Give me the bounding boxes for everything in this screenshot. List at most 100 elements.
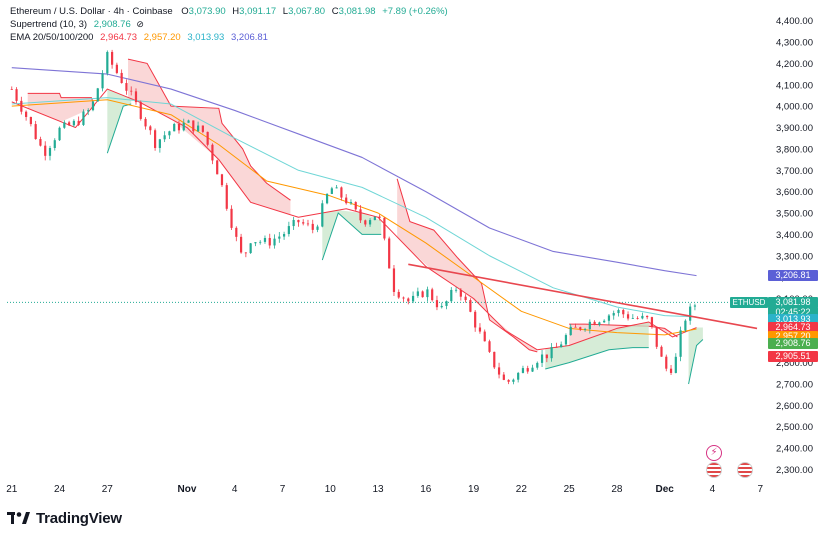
y-tick-label: 4,400.00 [776, 16, 813, 27]
candle-body [115, 64, 118, 73]
candle-body [273, 238, 276, 246]
candle [488, 339, 491, 354]
tradingview-logo-icon [7, 512, 30, 524]
candle-body [497, 367, 501, 375]
candle [63, 120, 66, 129]
price-tag: 3,081.98 [768, 296, 818, 308]
candle-body [211, 144, 214, 161]
candle-body [101, 73, 104, 89]
supertrend-up-0-fill [107, 89, 132, 154]
candle-body [268, 237, 271, 246]
price-tag: 3,206.81 [768, 270, 818, 282]
candle [397, 289, 400, 299]
ema20-value: 2,964.73 [100, 32, 138, 43]
x-tick-label: 16 [420, 484, 432, 495]
candle [464, 294, 467, 303]
candle-body [445, 301, 448, 306]
candle-body [359, 209, 362, 221]
candle-body [125, 83, 128, 91]
candle-body [282, 234, 286, 237]
candle-body [302, 222, 305, 224]
candle [134, 88, 138, 105]
candle-body [550, 347, 553, 359]
candle [225, 182, 228, 211]
candle-body [679, 330, 682, 357]
candle [325, 193, 329, 205]
candle-body [364, 220, 367, 225]
candle [263, 235, 267, 244]
x-tick-label: 27 [102, 484, 114, 495]
supertrend-up-3-line [688, 339, 704, 385]
y-tick-label: 2,300.00 [776, 465, 813, 476]
candle [689, 303, 692, 325]
candle [182, 118, 185, 132]
candle [435, 295, 439, 311]
candle-body [20, 100, 23, 112]
candle-body [426, 289, 429, 298]
candle [679, 326, 682, 362]
candle-body [216, 160, 219, 175]
y-tick-label: 3,700.00 [776, 166, 813, 177]
candle-body [10, 89, 13, 90]
candle [230, 205, 233, 231]
candle-body [230, 208, 233, 228]
visibility-icon[interactable]: ⊘ [136, 19, 144, 29]
candle-body [526, 368, 529, 372]
candle [474, 310, 477, 332]
candle-body [321, 203, 324, 227]
candle [239, 233, 243, 254]
symbol-price-tag: ETHUSD [730, 296, 768, 308]
ema-line-ema200 [11, 67, 697, 277]
x-tick-label: Nov [177, 484, 196, 495]
candle [612, 310, 615, 320]
y-tick-label: 4,100.00 [776, 80, 813, 91]
us-flag-event-icon[interactable] [706, 462, 722, 478]
price-change: +7.89 (+0.26%) [382, 6, 448, 17]
candle [354, 201, 357, 211]
candle [58, 126, 61, 141]
candle [493, 351, 496, 370]
candle-body [431, 289, 434, 301]
candle-body [34, 124, 37, 140]
candle [220, 173, 224, 188]
candle [330, 186, 333, 195]
candle-body [622, 310, 625, 315]
candle [216, 159, 219, 175]
supertrend-value: 2,908.76 [93, 19, 131, 30]
x-tick-label: Dec [655, 484, 674, 495]
candle-body [15, 89, 18, 101]
candle [349, 199, 353, 206]
candle [388, 236, 391, 269]
candle-body [263, 237, 267, 242]
candle-body [220, 174, 224, 186]
candle [364, 219, 367, 227]
price-tag: 2,957.20 [768, 330, 818, 342]
candle [359, 205, 362, 224]
candle-body [641, 315, 644, 319]
candle-body [206, 131, 209, 145]
candle [402, 296, 405, 302]
candle [20, 96, 23, 115]
candle-body [450, 289, 453, 302]
candle [641, 312, 644, 320]
symbol-title: Ethereum / U.S. Dollar · 4h · Coinbase [10, 6, 173, 17]
candle [669, 364, 673, 375]
trendline [408, 263, 758, 330]
candle [383, 217, 386, 241]
lightning-event-icon[interactable]: ⚡ [706, 445, 722, 461]
y-tick-label: 3,300.00 [776, 251, 813, 262]
candle [10, 86, 13, 90]
us-flag-event-icon-2[interactable] [737, 462, 753, 478]
candle [187, 119, 190, 123]
candle [579, 326, 582, 332]
candle [48, 145, 52, 161]
candle-body [507, 379, 510, 382]
candle-body [254, 242, 257, 244]
candle [302, 219, 305, 226]
candle [53, 138, 56, 151]
candle [91, 100, 95, 112]
candle-body [626, 314, 630, 319]
candle [368, 218, 372, 227]
